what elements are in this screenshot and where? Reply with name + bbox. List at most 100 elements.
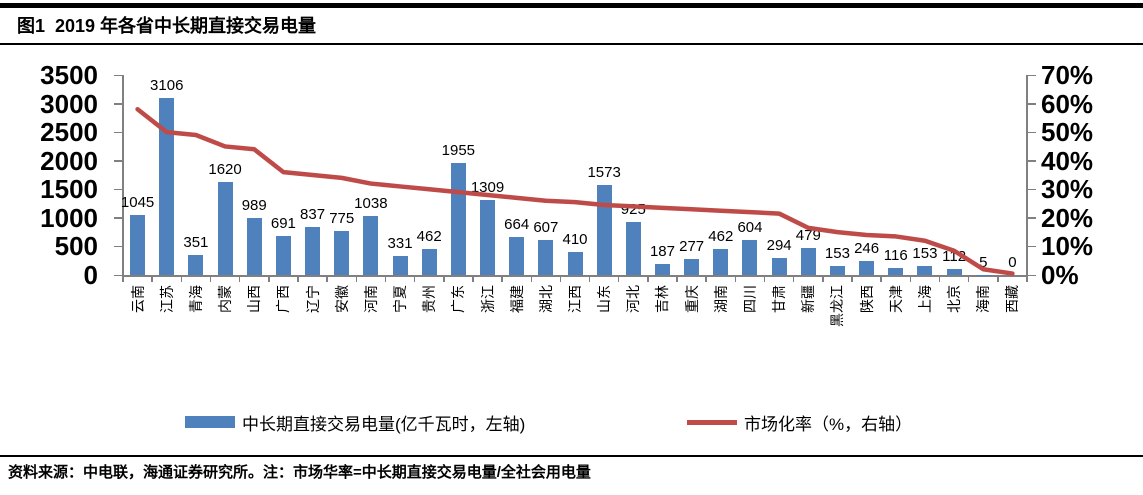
x-axis-tick xyxy=(209,275,212,282)
bar-value-label: 3106 xyxy=(150,76,184,94)
x-category-label: 河南 xyxy=(362,285,379,313)
x-axis-tick xyxy=(705,275,707,282)
bar-value-label: 153 xyxy=(824,245,850,263)
x-category-label: 黑龙江 xyxy=(829,285,846,327)
bar-value-label: 1620 xyxy=(208,161,242,179)
footer-rule xyxy=(0,455,1143,457)
x-category-label: 湖南 xyxy=(712,285,729,313)
y-axis-right-tick xyxy=(1027,131,1036,134)
x-axis-tick xyxy=(647,275,649,282)
x-category-label: 内蒙 xyxy=(217,285,234,313)
bar-value-label: 925 xyxy=(620,201,646,219)
bar xyxy=(159,97,175,275)
bar-value-label: 410 xyxy=(562,230,588,248)
x-axis-tick xyxy=(851,275,853,282)
x-axis-tick xyxy=(413,275,416,282)
x-axis-tick xyxy=(822,275,824,282)
y-axis-right-label: 60% xyxy=(1041,88,1094,119)
bar-value-label: 691 xyxy=(270,214,296,232)
bar-value-label: 479 xyxy=(795,226,821,244)
x-axis-tick xyxy=(617,275,620,282)
y-axis-right-tick xyxy=(1027,160,1036,162)
y-axis-right-tick xyxy=(1027,245,1036,248)
x-category-label: 吉林 xyxy=(654,285,671,313)
bar xyxy=(829,266,845,275)
bar xyxy=(538,240,554,275)
bar-value-label: 462 xyxy=(708,227,734,245)
bar-value-label: 989 xyxy=(241,197,267,215)
y-axis-right-label: 40% xyxy=(1041,145,1094,176)
y-axis-left-label: 3500 xyxy=(40,60,98,90)
legend: 中长期直接交易电量(亿千瓦时，左轴) 市场化率（%，右轴） xyxy=(0,407,1143,437)
bar xyxy=(246,218,262,275)
x-axis-tick xyxy=(122,275,124,282)
y-axis-left-label: 1000 xyxy=(40,202,98,233)
x-category-label: 北京 xyxy=(946,285,963,313)
y-axis-left-tick xyxy=(114,103,123,105)
x-axis-tick xyxy=(880,275,882,282)
x-category-label: 江苏 xyxy=(158,285,175,313)
x-axis-tick xyxy=(792,275,795,282)
bar-value-label: 153 xyxy=(912,245,938,263)
bar-value-label: 116 xyxy=(883,247,908,265)
bar-value-label: 1045 xyxy=(120,194,155,212)
bar-value-label: 462 xyxy=(416,227,442,245)
bar-value-label: 331 xyxy=(387,235,413,253)
x-category-label: 山东 xyxy=(596,285,613,313)
x-category-label: 西藏 xyxy=(1004,285,1021,313)
bar xyxy=(450,163,466,275)
y-axis-right-line xyxy=(1026,75,1028,275)
bar-value-label: 5 xyxy=(979,253,988,271)
x-axis-tick xyxy=(967,275,970,282)
y-axis-right-tick xyxy=(1027,103,1036,105)
bar xyxy=(946,268,962,275)
bar xyxy=(596,185,612,275)
x-category-label: 青海 xyxy=(187,285,204,313)
bar-value-label: 664 xyxy=(504,216,530,234)
bar xyxy=(888,268,904,275)
y-axis-right-label: 50% xyxy=(1041,117,1094,148)
bar-value-label: 607 xyxy=(533,219,559,237)
x-category-label: 广西 xyxy=(275,285,292,313)
y-axis-right-tick xyxy=(1027,74,1036,76)
y-axis-right-label: 0% xyxy=(1041,260,1079,290)
x-category-label: 新疆 xyxy=(800,285,817,313)
y-axis-left-label: 3000 xyxy=(40,88,98,119)
bar-value-label: 1573 xyxy=(587,164,621,182)
bar xyxy=(217,182,233,275)
bar-value-label: 277 xyxy=(679,238,705,256)
bar-value-label: 604 xyxy=(737,219,763,237)
legend-bar-swatch xyxy=(185,416,235,428)
y-axis-left-tick xyxy=(114,245,123,248)
bar xyxy=(305,227,321,275)
legend-item-volume: 中长期直接交易电量(亿千瓦时，左轴) xyxy=(185,407,525,437)
y-axis-right-label: 20% xyxy=(1041,202,1094,233)
bar-value-label: 1038 xyxy=(354,194,388,212)
y-axis-left-line xyxy=(122,75,124,275)
x-category-label: 安徽 xyxy=(333,285,350,313)
bar-value-label: 112 xyxy=(942,247,967,265)
bar xyxy=(421,248,437,275)
bar-value-label: 1309 xyxy=(470,179,505,197)
figure-title: 图1 2019 年各省中长期直接交易电量 xyxy=(17,16,317,36)
bar xyxy=(567,251,583,275)
y-axis-left-label: 500 xyxy=(54,231,98,262)
x-axis-tick xyxy=(180,275,183,282)
bar xyxy=(130,215,146,275)
y-axis-right-tick xyxy=(1027,188,1036,191)
x-category-label: 福建 xyxy=(508,285,525,313)
bar xyxy=(771,258,787,275)
x-category-label: 天津 xyxy=(887,285,904,313)
x-axis-tick xyxy=(443,275,445,282)
y-axis-left-label: 2000 xyxy=(40,145,98,176)
bar xyxy=(684,259,700,275)
y-axis-left-tick xyxy=(114,188,123,191)
x-category-label: 广东 xyxy=(450,285,467,313)
y-axis-left-label: 2500 xyxy=(40,117,98,148)
y-axis-right-label: 10% xyxy=(1041,231,1094,262)
x-category-label: 江西 xyxy=(567,285,583,313)
x-axis-tick xyxy=(297,275,299,282)
bar xyxy=(859,260,875,275)
title-underline xyxy=(0,43,1143,45)
x-axis-tick xyxy=(501,275,503,282)
